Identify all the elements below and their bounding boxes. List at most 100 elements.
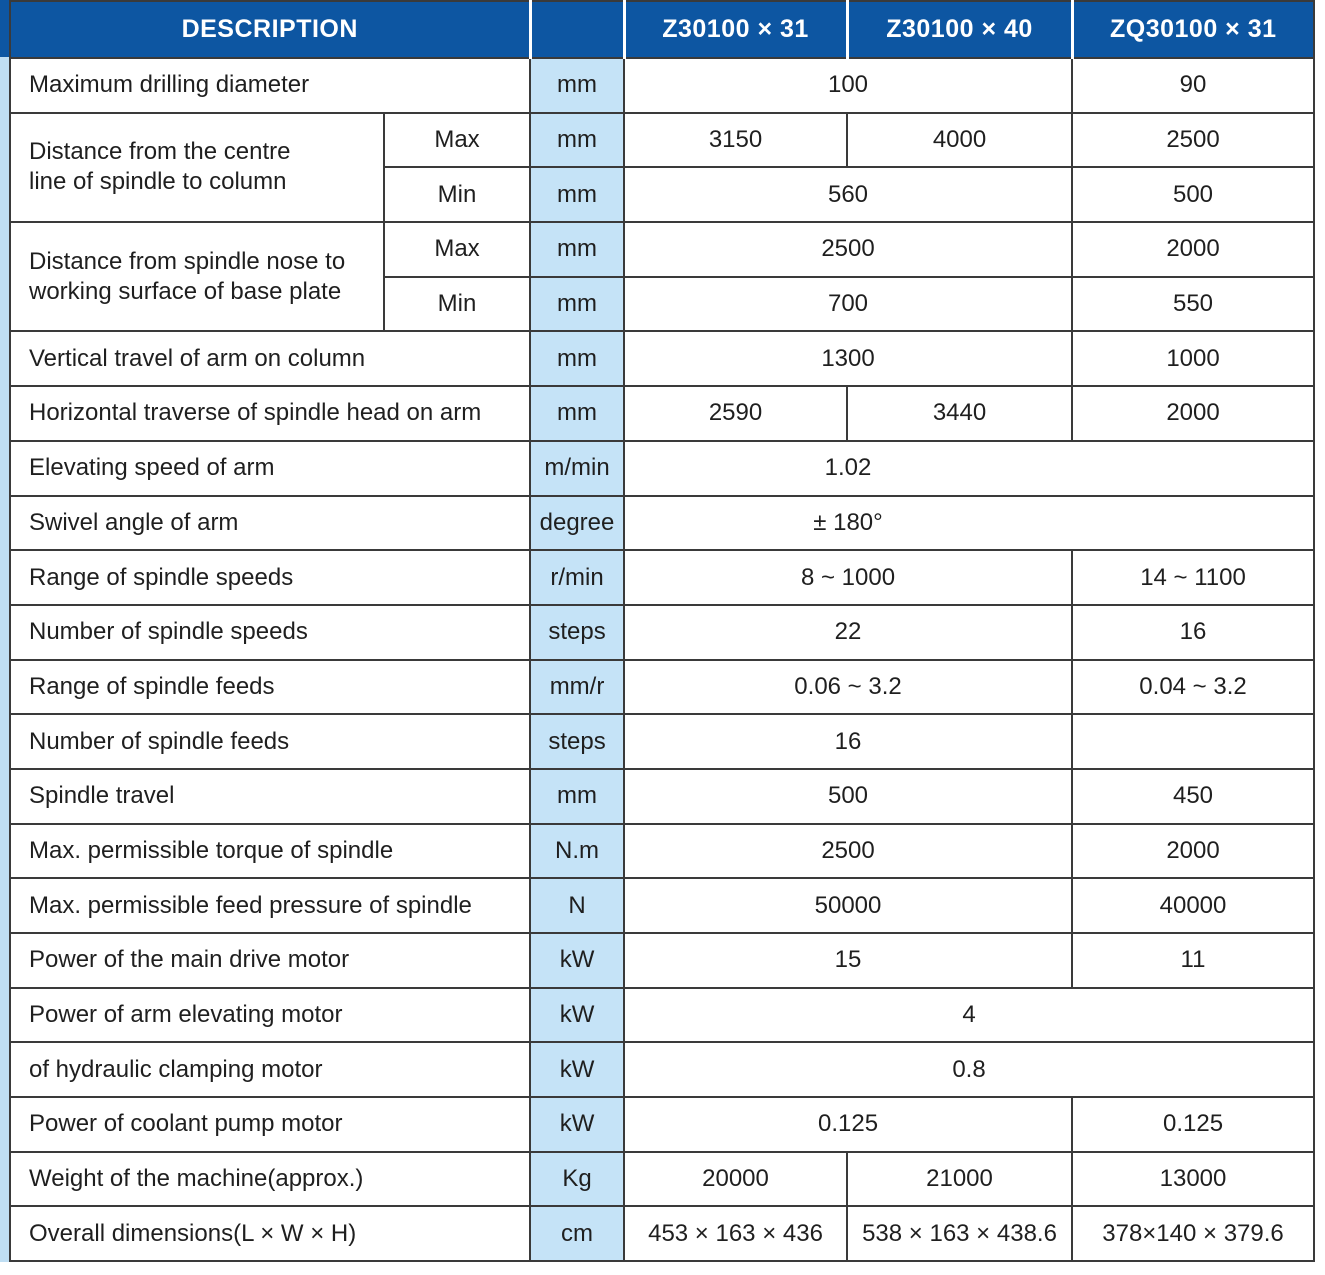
spec-row: Vertical travel of arm on column mm 1300…: [8, 330, 1316, 388]
row-unit: steps: [529, 603, 626, 661]
row-sub-label: Min: [382, 166, 532, 224]
row-unit: mm: [529, 330, 626, 388]
row-value: 538 × 163 × 438.6: [846, 1205, 1074, 1263]
row-sub-label: Max: [382, 221, 532, 278]
row-label: Number of spindle feeds: [8, 713, 532, 770]
row-unit: N.m: [529, 822, 626, 880]
spec-row: Max. permissible feed pressure of spindl…: [8, 877, 1316, 934]
row-label: of hydraulic clamping motor: [8, 1041, 532, 1099]
row-value: 0.06 ~ 3.2: [623, 658, 1074, 716]
row-label: Horizontal traverse of spindle head on a…: [8, 385, 532, 442]
row-value: 0.04 ~ 3.2: [1071, 658, 1316, 716]
row-value: 8 ~ 1000: [623, 549, 1074, 606]
spec-row: Number of spindle feeds steps 16: [8, 713, 1316, 770]
row-unit: kW: [529, 1096, 626, 1153]
spec-row: Maximum drilling diameter mm 100 90: [8, 57, 1316, 114]
row-value: 453 × 163 × 436: [623, 1205, 849, 1263]
row-value: 4000: [846, 111, 1074, 169]
row-value: 20000: [623, 1150, 849, 1208]
row-value: 2000: [1071, 221, 1316, 278]
row-unit: kW: [529, 932, 626, 989]
row-unit: m/min: [529, 439, 626, 497]
row-unit: mm: [529, 767, 626, 825]
row-value: 1.02: [623, 439, 1316, 497]
table-header-unit: [528, 1, 625, 59]
row-label: Max. permissible feed pressure of spindl…: [8, 877, 532, 934]
row-group-label: Distance from spindle nose to working su…: [9, 221, 385, 333]
spec-row: Horizontal traverse of spindle head on a…: [8, 385, 1316, 442]
row-unit: mm: [529, 385, 626, 442]
row-label: Weight of the machine(approx.): [8, 1150, 532, 1208]
spec-row: Min mm 560 500: [10, 166, 1316, 224]
row-unit: mm: [529, 275, 626, 333]
row-value: 3150: [623, 111, 849, 169]
row-label: Power of coolant pump motor: [8, 1096, 532, 1153]
row-unit: kW: [529, 1041, 626, 1099]
machine-spec-table: DESCRIPTION Z30100 × 31 Z30100 × 40 ZQ30…: [8, 0, 1316, 1263]
row-value: 0.8: [623, 1041, 1316, 1099]
row-label: Swivel angle of arm: [8, 494, 532, 552]
row-value: ± 180°: [623, 494, 1316, 552]
row-value: 50000: [623, 877, 1074, 934]
table-header-model-3: ZQ30100 × 31: [1070, 1, 1315, 59]
spec-row: of hydraulic clamping motor kW 0.8: [8, 1041, 1316, 1099]
row-label: Spindle travel: [8, 767, 532, 825]
row-value: 0.125: [1071, 1096, 1316, 1153]
row-value: 378×140 × 379.6: [1071, 1205, 1316, 1263]
row-unit: N: [529, 877, 626, 934]
row-value: 22: [623, 603, 1074, 661]
row-value: 700: [623, 275, 1074, 333]
spec-row: Power of arm elevating motor kW 4: [8, 986, 1316, 1044]
spec-row: Elevating speed of arm m/min 1.02: [8, 439, 1316, 497]
spec-row: Max. permissible torque of spindle N.m 2…: [8, 822, 1316, 880]
row-sub-label: Max: [382, 111, 532, 169]
row-unit: mm/r: [529, 658, 626, 716]
row-unit: r/min: [529, 549, 626, 606]
row-unit: mm: [529, 57, 626, 114]
row-value: 40000: [1071, 877, 1316, 934]
spec-row: Power of coolant pump motor kW 0.125 0.1…: [8, 1096, 1316, 1153]
spec-row: Range of spindle feeds mm/r 0.06 ~ 3.2 0…: [8, 658, 1316, 716]
spec-row: Spindle travel mm 500 450: [8, 767, 1316, 825]
row-label: Range of spindle feeds: [8, 658, 532, 716]
row-value-empty: [1071, 713, 1316, 770]
row-label: Maximum drilling diameter: [8, 57, 532, 114]
row-value: 21000: [846, 1150, 1074, 1208]
row-value: 2000: [1071, 385, 1316, 442]
left-accent-strip: [0, 0, 9, 1262]
row-label: Elevating speed of arm: [8, 439, 532, 497]
row-value: 1300: [623, 330, 1074, 388]
row-value: 15: [623, 932, 1074, 989]
row-value: 3440: [846, 385, 1074, 442]
spec-row: Min mm 700 550: [10, 275, 1316, 333]
row-label: Power of the main drive motor: [8, 932, 532, 989]
row-value: 500: [1071, 166, 1316, 224]
table-header-row: DESCRIPTION Z30100 × 31 Z30100 × 40 ZQ30…: [8, 1, 1315, 59]
row-value: 2000: [1071, 822, 1316, 880]
row-unit: mm: [529, 111, 626, 169]
row-value: 2590: [623, 385, 849, 442]
row-value: 4: [623, 986, 1316, 1044]
row-value: 2500: [1071, 111, 1316, 169]
row-value: 450: [1071, 767, 1316, 825]
row-label: Number of spindle speeds: [8, 603, 532, 661]
row-label: Overall dimensions(L × W × H): [8, 1205, 532, 1263]
row-value: 16: [1071, 603, 1316, 661]
row-value: 2500: [623, 221, 1074, 278]
row-label: Range of spindle speeds: [8, 549, 532, 606]
row-sub-label: Min: [382, 275, 532, 333]
row-value: 560: [623, 166, 1074, 224]
row-value: 2500: [623, 822, 1074, 880]
row-unit: kW: [529, 986, 626, 1044]
row-value: 11: [1071, 932, 1316, 989]
row-value: 16: [623, 713, 1074, 770]
row-group-label: Distance from the centre line of spindle…: [9, 111, 385, 224]
row-label: Max. permissible torque of spindle: [8, 822, 532, 880]
row-unit: mm: [529, 221, 626, 278]
spec-row: Distance from spindle nose to working su…: [9, 221, 1316, 333]
table-header-model-2: Z30100 × 40: [845, 1, 1073, 59]
spec-row: Swivel angle of arm degree ± 180°: [8, 494, 1316, 552]
row-value: 0.125: [623, 1096, 1074, 1153]
row-value: 500: [623, 767, 1074, 825]
